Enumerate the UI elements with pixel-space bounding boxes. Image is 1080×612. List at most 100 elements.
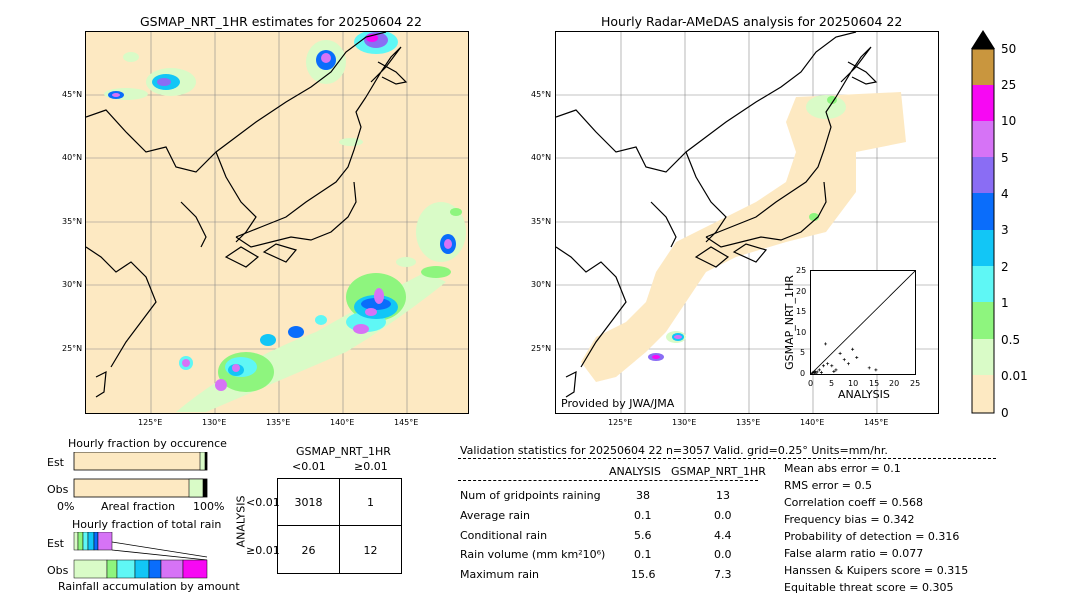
contingency-col-ge: ≥0.01	[354, 460, 388, 473]
right-lon-label: 140°E	[800, 418, 825, 427]
score-line: RMS error = 0.5	[784, 479, 872, 492]
contingency-cell-c: 26	[277, 525, 340, 574]
right-lat-label: 40°N	[531, 153, 552, 162]
right-lon-label: 125°E	[608, 418, 633, 427]
contingency-value-a: 3018	[294, 496, 323, 509]
scatter-point	[851, 347, 855, 351]
contingency-row-lt: <0.01	[246, 496, 280, 509]
colorbar-label: 4	[1001, 187, 1009, 201]
validation-row-label: Num of gridpoints raining	[460, 489, 601, 502]
score-line: Probability of detection = 0.316	[784, 530, 960, 543]
contingency-value-d: 12	[363, 544, 378, 557]
scatter-ytick: 15	[796, 307, 807, 316]
colorbar-label: 0.01	[1001, 369, 1028, 383]
left-lat-label: 40°N	[62, 153, 83, 162]
left-lat-label: 45°N	[62, 90, 83, 99]
scatter-xtick: 0	[808, 379, 814, 388]
total-rain-row-obs: Obs	[47, 564, 69, 577]
contingency-cell-b: 1	[339, 478, 402, 526]
colorbar-label: 5	[1001, 151, 1009, 165]
scatter-ytick: 10	[796, 328, 807, 337]
colorbar-label: 2	[1001, 260, 1009, 274]
left-map-coastline	[86, 32, 408, 398]
left-lon-label: 135°E	[266, 418, 291, 427]
validation-row-label: Maximum rain	[460, 568, 539, 581]
right-map-title: Hourly Radar-AMeDAS analysis for 2025060…	[601, 14, 903, 29]
right-lat-label: 35°N	[531, 217, 552, 226]
validation-row-analysis: 38	[636, 489, 650, 502]
scatter-plot	[810, 270, 916, 375]
left-lat-label: 35°N	[62, 217, 83, 226]
scatter-point	[830, 364, 834, 368]
occurrence-canvas	[73, 451, 208, 498]
scatter-xtick: 10	[848, 379, 859, 388]
occurrence-axis-left: 0%	[57, 500, 75, 513]
left-map-canvas	[86, 32, 468, 413]
scatter-point	[826, 362, 830, 366]
right-map-canvas	[556, 32, 938, 413]
validation-row-analysis: 15.6	[631, 568, 656, 581]
scatter-xtick: 25	[910, 379, 921, 388]
validation-col-analysis: ANALYSIS	[609, 465, 661, 478]
scatter-diagonal	[810, 270, 916, 375]
scatter-point	[874, 368, 878, 372]
score-line: False alarm ratio = 0.077	[784, 547, 924, 560]
colorbar-label: 50	[1001, 42, 1017, 56]
validation-col-gsmap: GSMAP_NRT_1HR	[671, 465, 766, 478]
colorbar-label: 25	[1001, 78, 1017, 92]
contingency-row-ge: ≥0.01	[246, 544, 280, 557]
occurrence-row-obs: Obs	[47, 483, 69, 496]
left-map-title: GSMAP_NRT_1HR estimates for 20250604 22	[140, 14, 422, 29]
scatter-ylabel: GSMAP_NRT_1HR	[782, 275, 796, 370]
occurrence-axis-right: 100%	[193, 500, 225, 513]
validation-row-gsmap: 0.0	[714, 548, 732, 561]
scatter-point	[824, 342, 828, 346]
validation-row-gsmap: 13	[716, 489, 730, 502]
validation-header: Validation statistics for 20250604 22 n=…	[460, 444, 888, 457]
right-lat-label: 25°N	[531, 344, 552, 353]
scatter-xtick: 15	[869, 379, 880, 388]
left-lon-label: 145°E	[394, 418, 419, 427]
total-rain-title: Hourly fraction of total rain	[72, 518, 222, 531]
left-map-grid	[86, 32, 468, 413]
validation-row-analysis: 5.6	[634, 529, 652, 542]
occurrence-row-est: Est	[47, 456, 64, 469]
validation-row-gsmap: 4.4	[714, 529, 732, 542]
scatter-canvas	[810, 270, 916, 375]
right-lon-label: 130°E	[672, 418, 697, 427]
radar-credit: Provided by JWA/JMA	[561, 397, 675, 410]
left-map-rain	[104, 32, 466, 412]
colorbar-label: 0	[1001, 406, 1009, 420]
score-line: Frequency bias = 0.342	[784, 513, 915, 526]
left-lon-label: 130°E	[202, 418, 227, 427]
scatter-point	[821, 364, 825, 368]
score-line: Mean abs error = 0.1	[784, 462, 901, 475]
colorbar-label: 10	[1001, 114, 1017, 128]
scatter-ytick: 25	[796, 266, 807, 275]
left-lon-label: 125°E	[138, 418, 163, 427]
left-map	[85, 31, 469, 414]
contingency-value-c: 26	[301, 544, 316, 557]
validation-row-gsmap: 0.0	[714, 509, 732, 522]
validation-row-label: Conditional rain	[460, 529, 548, 542]
colorbar-label: 1	[1001, 296, 1009, 310]
validation-row-label: Average rain	[460, 509, 530, 522]
colorbar-label: 3	[1001, 223, 1009, 237]
scatter-point	[855, 356, 859, 360]
occurrence-chart	[73, 451, 209, 498]
validation-row-label: Rain volume (mm km²10⁶)	[460, 548, 606, 561]
right-lon-label: 145°E	[864, 418, 889, 427]
contingency-cell-d: 12	[339, 525, 402, 574]
scatter-xtick: 5	[829, 379, 835, 388]
validation-row-analysis: 0.1	[634, 548, 652, 561]
scatter-ytick: 20	[796, 287, 807, 296]
contingency-cell-a: 3018	[277, 478, 340, 526]
left-lat-label: 25°N	[62, 344, 83, 353]
score-line: Hanssen & Kuipers score = 0.315	[784, 564, 969, 577]
colorbar-canvas	[971, 30, 995, 414]
scatter-point	[817, 368, 821, 372]
occurrence-axis-mid: Areal fraction	[101, 500, 176, 513]
scatter-ytick: 0	[800, 369, 806, 378]
scatter-xlabel: ANALYSIS	[838, 388, 890, 401]
right-lat-label: 30°N	[531, 280, 552, 289]
